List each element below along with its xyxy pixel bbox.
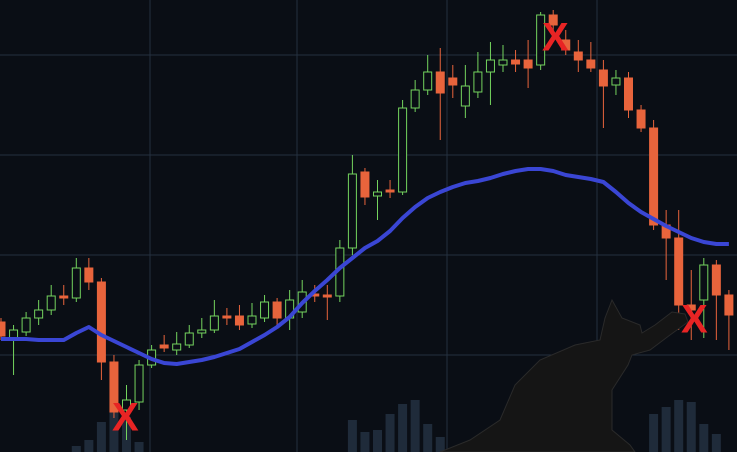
candle-body bbox=[96, 281, 106, 363]
candle-body bbox=[523, 59, 533, 69]
candle-body bbox=[598, 69, 608, 87]
annotation: X bbox=[542, 16, 569, 60]
candle-body bbox=[247, 315, 257, 325]
candle-body bbox=[222, 315, 232, 319]
candle-body bbox=[59, 295, 69, 299]
candle-body bbox=[586, 59, 596, 69]
volume-bar bbox=[134, 442, 144, 452]
candle-body bbox=[674, 237, 684, 306]
candle-body bbox=[197, 329, 207, 334]
volume-bar bbox=[674, 400, 684, 452]
candle-body bbox=[71, 267, 81, 299]
annotation: X bbox=[681, 298, 708, 342]
volume-bar bbox=[385, 414, 395, 452]
candle-body bbox=[398, 107, 408, 193]
candle-body bbox=[649, 127, 659, 226]
candle-body bbox=[410, 89, 420, 109]
candle-body bbox=[611, 77, 621, 86]
volume-bar bbox=[84, 440, 94, 452]
candle-body bbox=[573, 51, 583, 61]
candle-body bbox=[159, 344, 169, 349]
volume-bar bbox=[96, 422, 106, 452]
candle-body bbox=[699, 264, 709, 301]
average-line bbox=[1, 167, 729, 366]
candle-body bbox=[498, 59, 508, 66]
vertical-grid bbox=[149, 0, 598, 452]
candle-body bbox=[122, 399, 131, 411]
candle-body bbox=[9, 329, 19, 339]
volume-bar bbox=[410, 400, 420, 452]
candle-body bbox=[724, 294, 734, 316]
candle-body bbox=[184, 332, 194, 346]
candle-body bbox=[272, 301, 282, 319]
volume-bar bbox=[423, 424, 433, 452]
candle-body bbox=[347, 173, 357, 249]
candle-body bbox=[636, 109, 646, 129]
candle-body bbox=[109, 361, 119, 413]
candle-body bbox=[46, 295, 56, 311]
candle-body bbox=[548, 14, 558, 26]
candle-body bbox=[561, 39, 571, 51]
volume-bar bbox=[398, 404, 408, 452]
volume-bar bbox=[71, 446, 81, 452]
candle-body bbox=[360, 171, 370, 198]
candle-body bbox=[435, 71, 445, 94]
candle-body bbox=[686, 304, 696, 311]
candle-body bbox=[385, 189, 395, 193]
volume-bar bbox=[360, 432, 370, 452]
candle-body bbox=[373, 191, 382, 197]
volume-bar bbox=[435, 437, 445, 452]
candle-body bbox=[423, 71, 433, 91]
volume-bar bbox=[373, 430, 382, 452]
candle-body bbox=[624, 77, 633, 111]
candle-body bbox=[460, 85, 470, 107]
candle-body bbox=[511, 59, 521, 65]
candle-body bbox=[711, 264, 721, 296]
volume-bar bbox=[109, 412, 119, 452]
cat bbox=[439, 298, 689, 452]
candle-body bbox=[172, 343, 182, 351]
candle-body bbox=[322, 294, 332, 298]
candle-body bbox=[485, 59, 495, 73]
candle-body bbox=[448, 77, 458, 86]
candle-body bbox=[84, 267, 94, 283]
volume-bar bbox=[347, 420, 357, 452]
candle-body bbox=[234, 315, 244, 326]
candle-body bbox=[21, 317, 31, 333]
candle-body bbox=[536, 14, 546, 66]
average bbox=[1, 167, 729, 366]
candle-body bbox=[34, 309, 44, 319]
volume-bar bbox=[711, 434, 721, 452]
candle-body bbox=[134, 364, 144, 403]
volume-bar bbox=[661, 407, 671, 452]
volume-bar bbox=[649, 414, 659, 452]
volume-bar bbox=[686, 402, 696, 452]
volume-bar bbox=[699, 424, 709, 452]
candle-body bbox=[209, 315, 219, 331]
annotation: X bbox=[112, 396, 139, 440]
candle-body bbox=[473, 71, 483, 93]
candle-body bbox=[0, 321, 6, 337]
candle-body bbox=[260, 301, 270, 319]
